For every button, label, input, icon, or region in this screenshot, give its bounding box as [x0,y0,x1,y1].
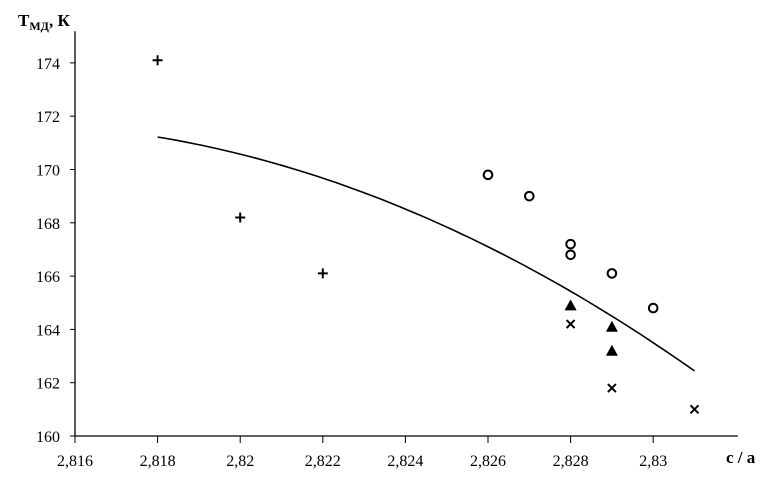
y-tick-label: 160 [36,429,60,446]
triangle-point [605,344,618,356]
circle-point [565,238,576,250]
x-tick-label: 2,82 [226,453,254,470]
circle-point [565,249,576,261]
x-tick-label: 2,828 [553,453,589,470]
y-tick-label: 170 [36,163,60,180]
y-axis-label: TМД, К [18,11,70,33]
circle-point [524,190,535,202]
plus-point [152,55,163,66]
triangle-point [605,320,618,332]
triangle-point [564,299,577,311]
y-tick-label: 168 [36,216,60,233]
circle-point [647,302,659,314]
y-tick-label: 164 [36,322,60,339]
x-tick-label: 2,822 [305,453,341,470]
x-tick-label: 2,816 [57,453,93,470]
plus-point [317,268,328,279]
cross-point [607,383,617,393]
y-tick-label: 174 [36,56,60,73]
cross-point [565,319,576,329]
y-tick-label: 162 [36,376,60,393]
x-tick-label: 2,83 [639,453,667,470]
cross-point [689,404,700,415]
x-axis-label: c / a [726,448,756,467]
x-tick-label: 2,818 [140,453,176,470]
circle-point [482,169,494,181]
plus-point [235,212,246,223]
y-tick-label: 166 [36,269,60,286]
y-tick-label: 172 [36,109,60,126]
x-tick-label: 2,826 [470,453,506,470]
circle-point [606,268,618,279]
x-tick-label: 2,824 [387,453,423,470]
trend-line [157,136,695,372]
